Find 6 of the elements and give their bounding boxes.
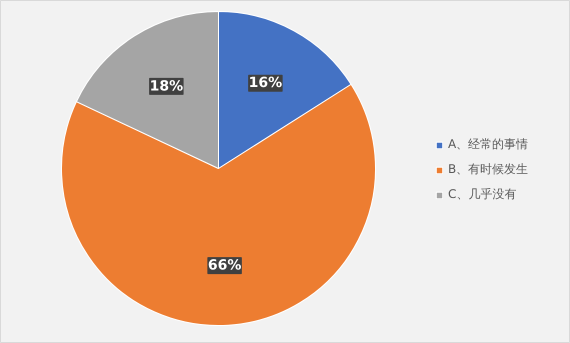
- data-label: 66%: [208, 258, 242, 274]
- legend-label: A、经常的事情: [448, 136, 528, 153]
- legend-label: C、几乎没有: [448, 186, 516, 203]
- data-label: 16%: [248, 75, 282, 92]
- data-label: 18%: [150, 78, 184, 94]
- legend-label: B、有时候发生: [448, 161, 528, 178]
